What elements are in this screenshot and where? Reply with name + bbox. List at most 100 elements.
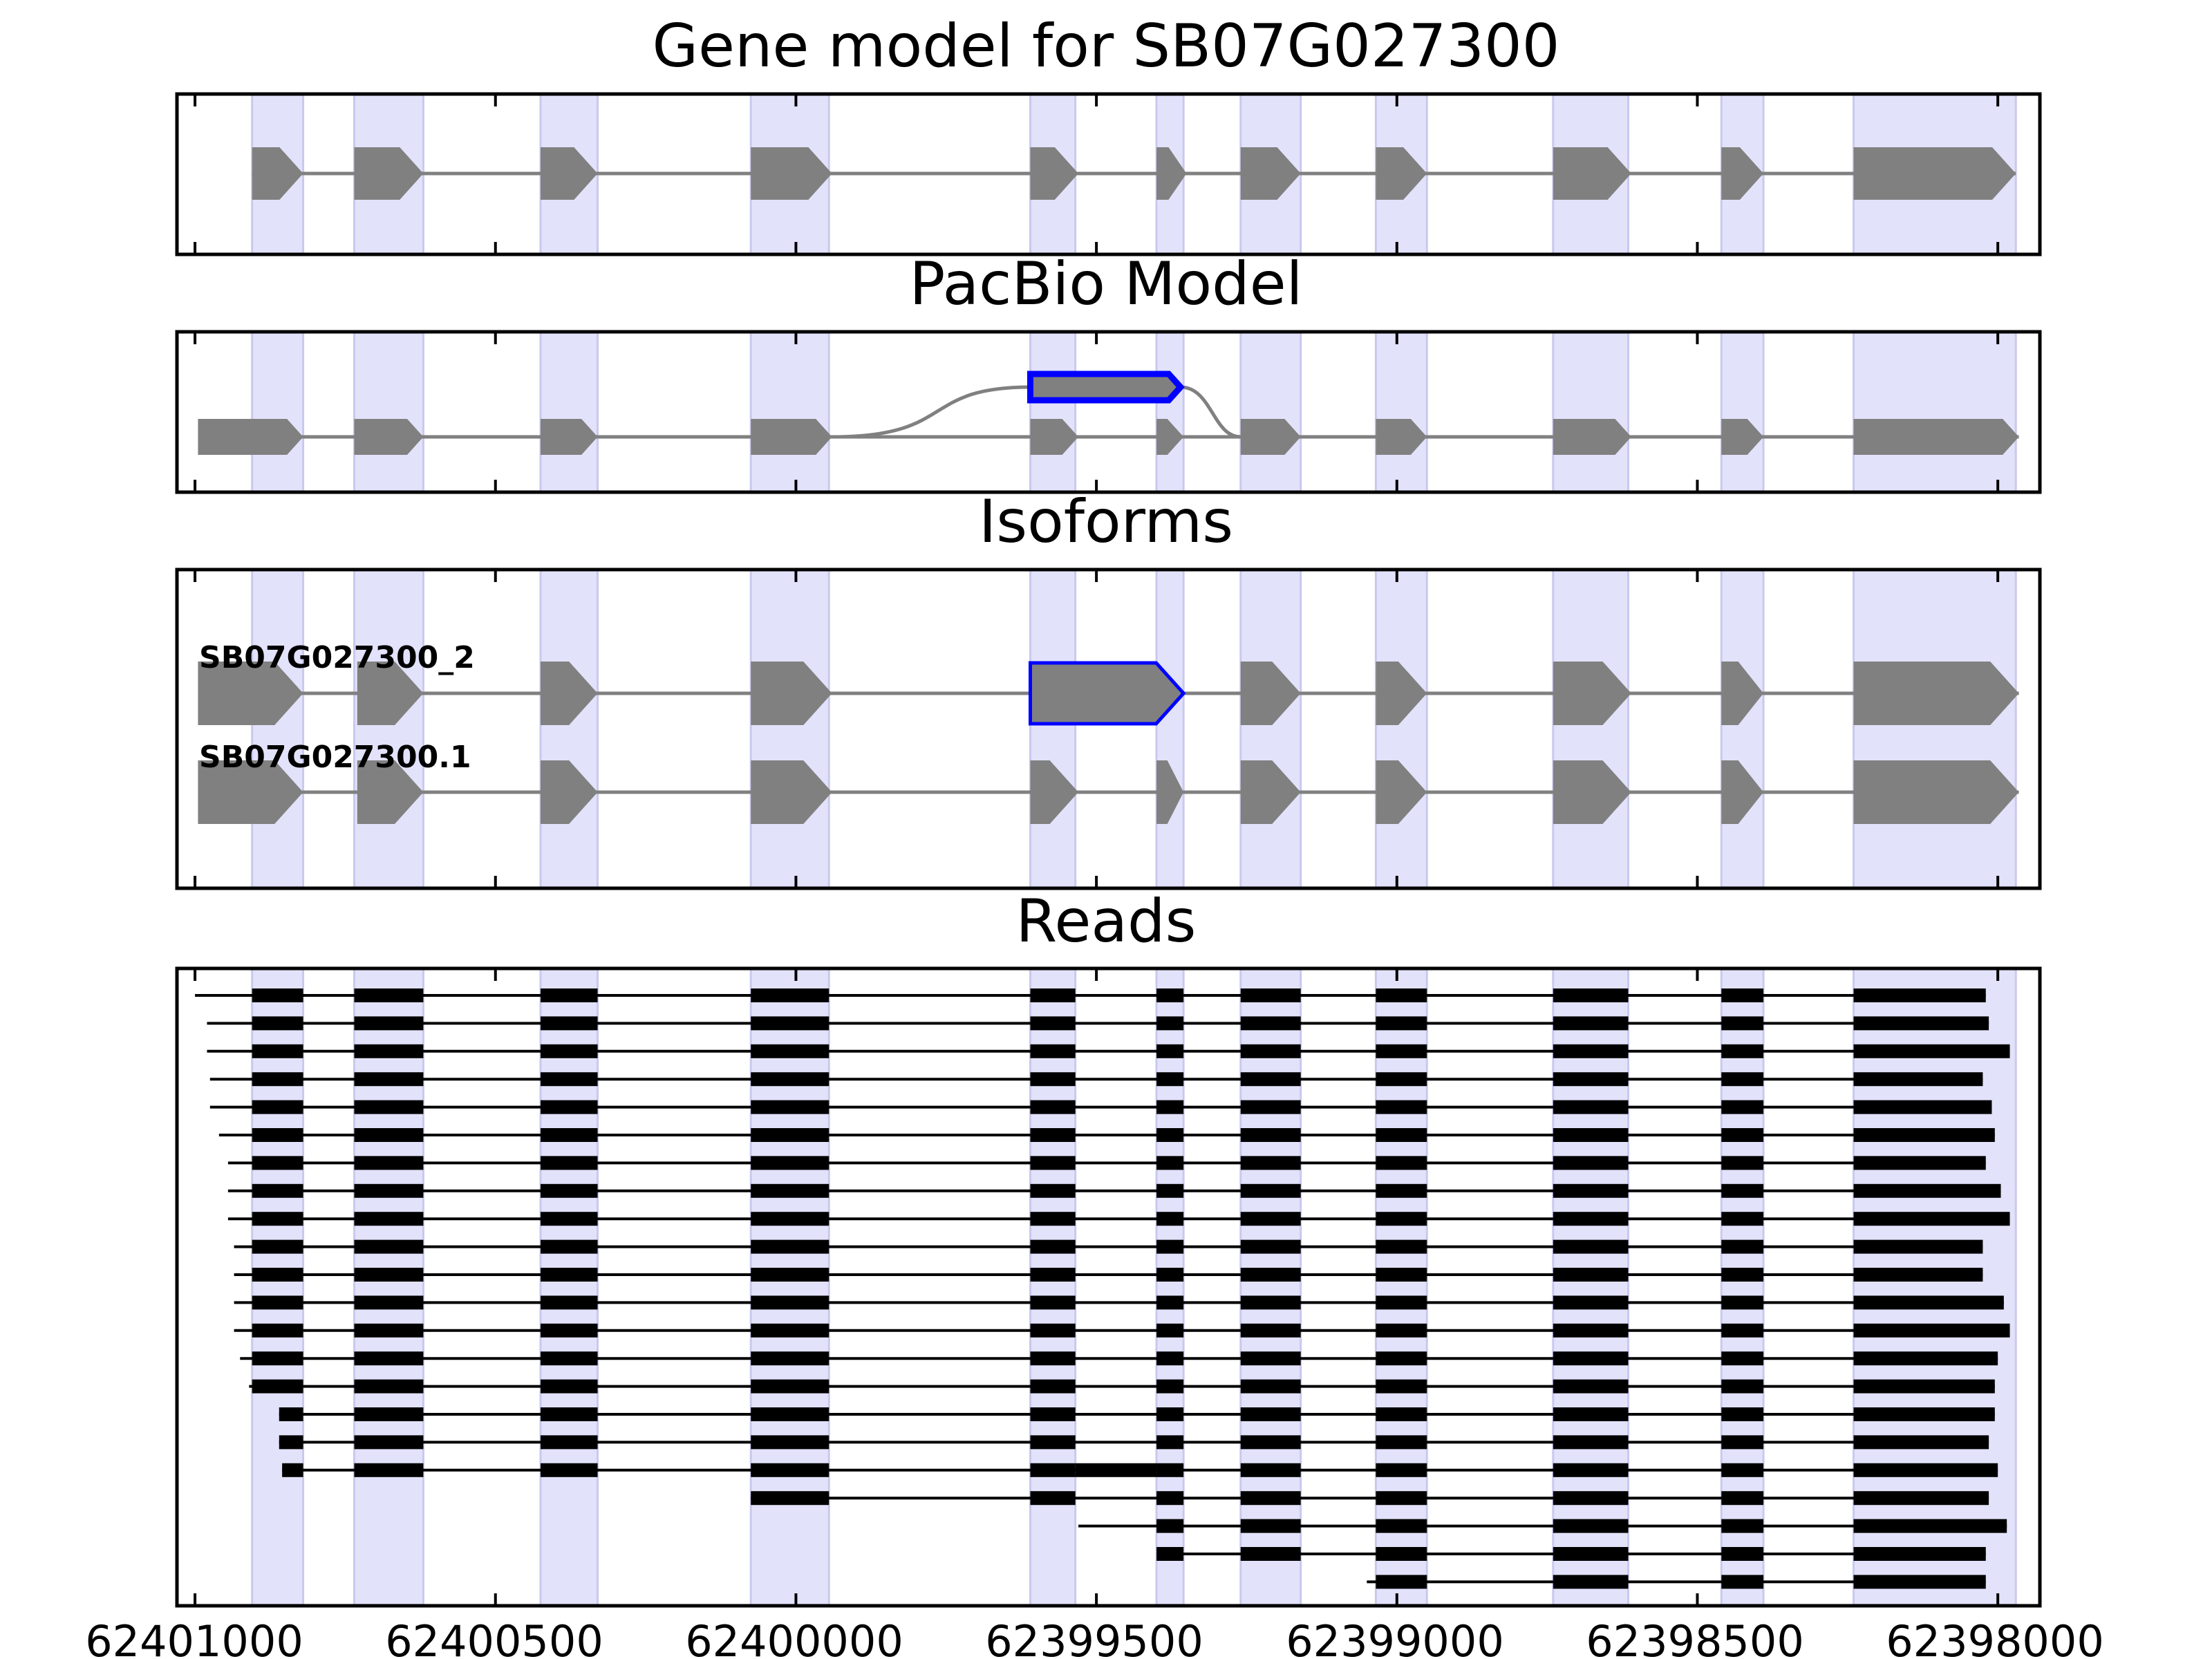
read-6-block-10 bbox=[1721, 1128, 1764, 1142]
read-9-block-1 bbox=[252, 1212, 303, 1226]
isoform-2-exon-6 bbox=[1156, 760, 1184, 824]
read-4-block-5 bbox=[1030, 1072, 1076, 1087]
read-12-block-11 bbox=[1853, 1295, 2004, 1310]
reads-shading bbox=[251, 967, 2017, 1607]
read-14-block-11 bbox=[1853, 1351, 1998, 1366]
isoform-2-exon-9 bbox=[1553, 760, 1631, 824]
read-7-block-6 bbox=[1156, 1156, 1184, 1170]
read-10-block-1 bbox=[252, 1239, 303, 1254]
read-7-block-9 bbox=[1553, 1156, 1629, 1170]
read-21-block-7 bbox=[1240, 1547, 1301, 1561]
read-5-block-7 bbox=[1240, 1100, 1301, 1114]
read-1-block-11 bbox=[1853, 988, 1986, 1002]
read-16-block-6 bbox=[1156, 1407, 1184, 1421]
read-15-block-6 bbox=[1156, 1379, 1184, 1394]
x-tick-label-62399500: 62399500 bbox=[985, 1616, 1203, 1659]
read-22-block-10 bbox=[1721, 1575, 1764, 1589]
read-17-block-4 bbox=[751, 1435, 830, 1450]
read-13-block-11 bbox=[1853, 1323, 2010, 1338]
pacbio-model-title: PacBio Model bbox=[909, 250, 1302, 319]
read-18-block-1 bbox=[282, 1463, 303, 1477]
gene-model-content bbox=[252, 147, 2016, 200]
isoform-1-exon-9 bbox=[1721, 662, 1764, 725]
read-18-block-2 bbox=[354, 1463, 424, 1477]
read-17-block-9 bbox=[1553, 1435, 1629, 1450]
read-13-block-2 bbox=[354, 1323, 424, 1338]
read-2-block-7 bbox=[1240, 1016, 1301, 1031]
read-12-block-2 bbox=[354, 1295, 424, 1310]
read-9-block-4 bbox=[751, 1212, 830, 1226]
read-3-block-3 bbox=[540, 1044, 598, 1058]
read-18-retained-intron bbox=[1075, 1463, 1157, 1477]
read-9-block-2 bbox=[354, 1212, 424, 1226]
read-19-block-10 bbox=[1721, 1491, 1764, 1506]
pacbio-main-exon-9 bbox=[1553, 419, 1631, 455]
read-9-block-5 bbox=[1030, 1212, 1076, 1226]
x-tick-label-62398500: 62398500 bbox=[1586, 1616, 1804, 1659]
read-14-block-2 bbox=[354, 1351, 424, 1366]
read-6-block-2 bbox=[354, 1128, 424, 1142]
read-18-block-8 bbox=[1376, 1463, 1427, 1477]
isoform-2-exon-10 bbox=[1721, 760, 1764, 824]
gene-model-exon-3 bbox=[540, 147, 598, 200]
read-4-block-3 bbox=[540, 1072, 598, 1087]
read-5-block-10 bbox=[1721, 1100, 1764, 1114]
read-13-block-10 bbox=[1721, 1323, 1764, 1338]
read-16-block-3 bbox=[540, 1407, 598, 1421]
shaded-exon-region-10 bbox=[1720, 568, 1765, 890]
read-15-block-3 bbox=[540, 1379, 598, 1394]
read-18-block-4 bbox=[751, 1463, 830, 1477]
read-17-block-7 bbox=[1240, 1435, 1301, 1450]
read-6-block-3 bbox=[540, 1128, 598, 1142]
read-21-block-9 bbox=[1553, 1547, 1629, 1561]
read-15-block-2 bbox=[354, 1379, 424, 1394]
gene-model-exon-8 bbox=[1376, 147, 1427, 200]
read-19-block-11 bbox=[1853, 1491, 1989, 1506]
shaded-exon-region-2 bbox=[353, 967, 424, 1607]
read-17-block-8 bbox=[1376, 1435, 1427, 1450]
read-15-block-8 bbox=[1376, 1379, 1427, 1394]
read-5-block-1 bbox=[252, 1100, 303, 1114]
isoform-2-exon-2 bbox=[357, 760, 424, 824]
pacbio-main-exon-5 bbox=[1030, 419, 1079, 455]
read-16-block-8 bbox=[1376, 1407, 1427, 1421]
isoforms-shading bbox=[251, 568, 2017, 890]
read-3-block-4 bbox=[751, 1044, 830, 1058]
x-tick-label-62400000: 62400000 bbox=[685, 1616, 903, 1659]
read-19-block-6 bbox=[1156, 1491, 1184, 1506]
read-17-block-10 bbox=[1721, 1435, 1764, 1450]
read-5-block-5 bbox=[1030, 1100, 1076, 1114]
read-9-block-11 bbox=[1853, 1212, 2010, 1226]
read-8-block-6 bbox=[1156, 1183, 1184, 1198]
read-13-block-3 bbox=[540, 1323, 598, 1338]
pacbio-alt-splice-in bbox=[832, 385, 1031, 439]
shaded-exon-region-5 bbox=[1029, 330, 1077, 494]
read-20-block-10 bbox=[1721, 1519, 1764, 1533]
isoform-1-exon-10 bbox=[1853, 662, 2019, 725]
read-14-block-3 bbox=[540, 1351, 598, 1366]
read-8-block-2 bbox=[354, 1183, 424, 1198]
read-15-block-1 bbox=[252, 1379, 303, 1394]
read-11-block-3 bbox=[540, 1268, 598, 1282]
pacbio-main-exon-8 bbox=[1376, 419, 1427, 455]
read-11-block-11 bbox=[1853, 1268, 1983, 1282]
isoform-2-exon-11 bbox=[1853, 760, 2019, 824]
reads-frame bbox=[175, 966, 2042, 1608]
isoform-1-exon-3 bbox=[540, 662, 598, 725]
read-16-block-1 bbox=[279, 1407, 303, 1421]
read-18-block-6 bbox=[1156, 1463, 1184, 1477]
read-13-block-5 bbox=[1030, 1323, 1076, 1338]
isoform-2-exon-1 bbox=[198, 760, 303, 824]
pacbio-main-exon-3 bbox=[540, 419, 598, 455]
x-tick-label-62398000: 62398000 bbox=[1886, 1616, 2104, 1659]
read-3-block-1 bbox=[252, 1044, 303, 1058]
isoform-1-exon-8 bbox=[1553, 662, 1631, 725]
shaded-exon-region-6 bbox=[1155, 568, 1185, 890]
pacbio-main-exon-4 bbox=[751, 419, 832, 455]
read-7-block-10 bbox=[1721, 1156, 1764, 1170]
read-7-block-3 bbox=[540, 1156, 598, 1170]
gene-model-exon-10 bbox=[1721, 147, 1764, 200]
reads-panel bbox=[175, 966, 2042, 1608]
isoform-1-exon-7 bbox=[1376, 662, 1427, 725]
read-13-block-8 bbox=[1376, 1323, 1427, 1338]
